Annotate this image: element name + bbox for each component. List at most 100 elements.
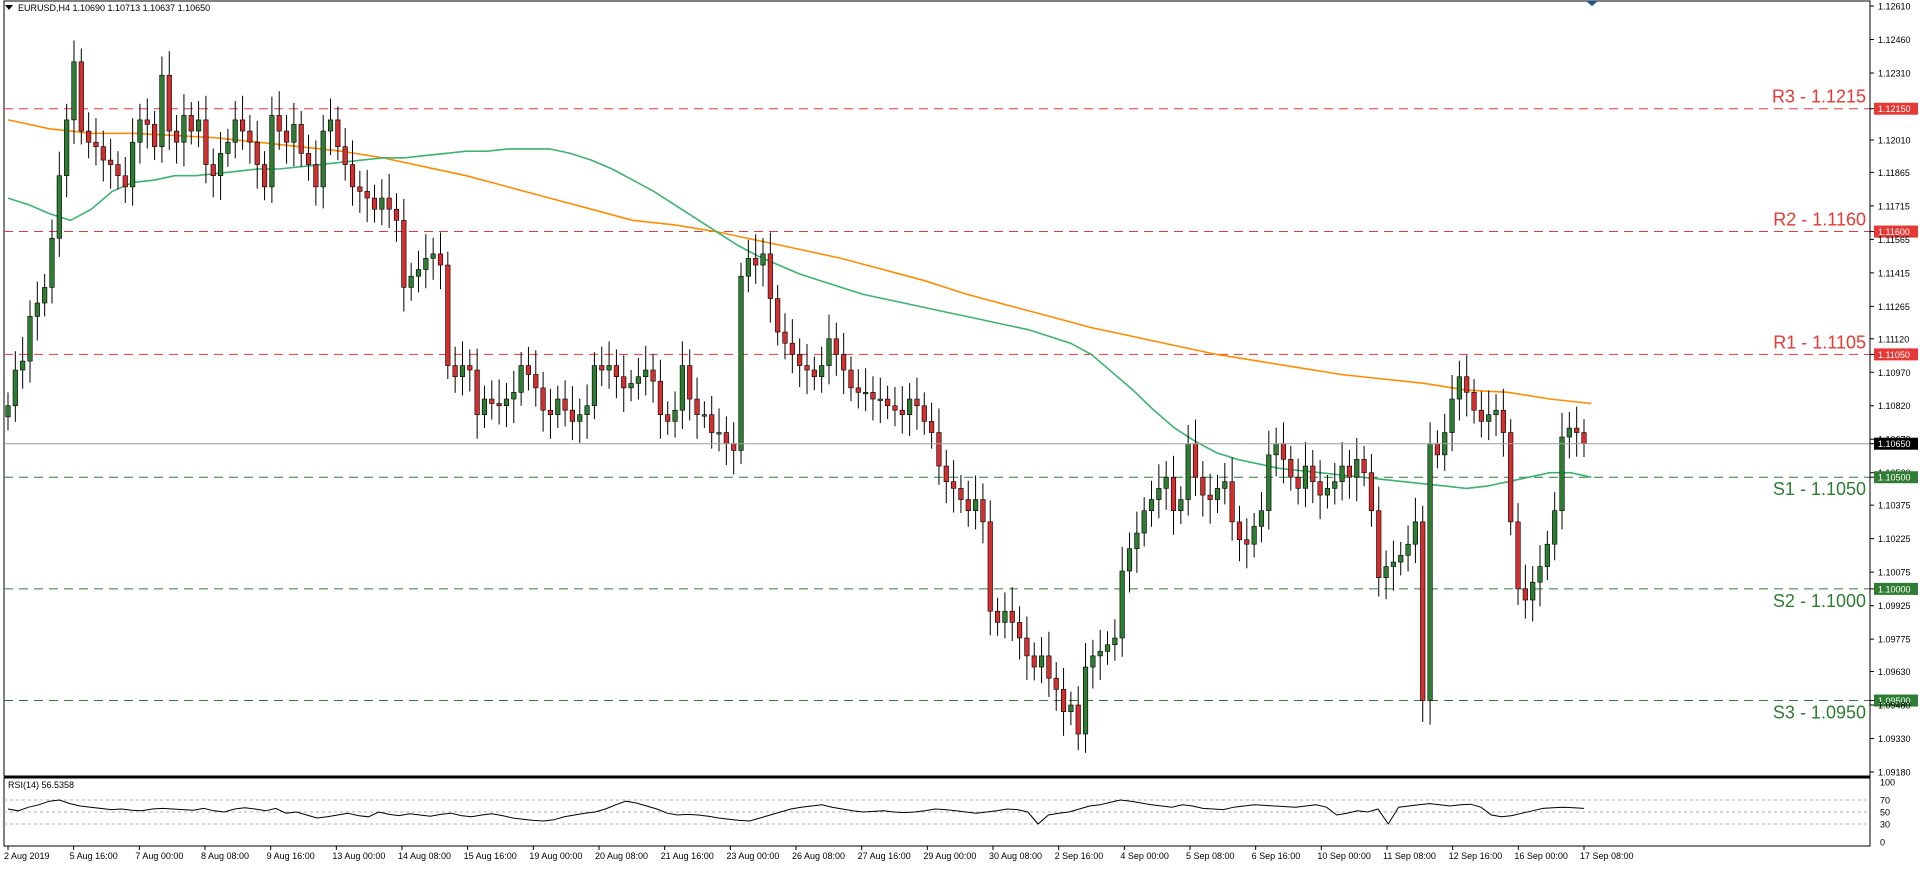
time-axis: 2 Aug 2019 5 Aug 16:00 7 Aug 00:00 8 Aug 08… <box>4 846 1634 861</box>
time-tick-label: 2 Sep 16:00 <box>1055 851 1104 861</box>
chart-shift-marker-icon[interactable] <box>1586 1 1598 6</box>
level-price-tag <box>1874 225 1918 238</box>
bear-candle <box>855 387 861 393</box>
bear-candle <box>78 61 84 132</box>
bull-candle <box>1405 543 1411 556</box>
bear-candle <box>474 369 480 415</box>
candles <box>5 40 1587 753</box>
time-tick-label: 26 Aug 08:00 <box>792 851 845 861</box>
bear-candle <box>1522 588 1528 601</box>
time-tick-label: 27 Aug 16:00 <box>858 851 911 861</box>
collapse-triangle-icon[interactable] <box>5 5 13 10</box>
bear-candle <box>958 488 964 500</box>
bear-candle <box>349 164 356 188</box>
price-tick-label: 1.09925 <box>1878 601 1911 611</box>
bull-candle <box>1163 476 1169 489</box>
bear-candle <box>1031 655 1037 668</box>
bull-candle <box>1530 581 1536 601</box>
bull-candle <box>635 376 641 384</box>
bear-candle <box>753 258 759 266</box>
bull-candle <box>1552 510 1558 545</box>
level-price-tag-text: 1.11600 <box>1878 227 1910 237</box>
bull-candle <box>1112 637 1118 646</box>
bull-candle <box>159 74 165 147</box>
bear-candle <box>775 298 781 333</box>
bull-candle <box>1258 510 1265 527</box>
bull-candle <box>379 197 385 210</box>
bear-candle <box>1009 610 1015 623</box>
bear-candle <box>452 365 458 378</box>
bear-candle <box>921 405 927 422</box>
bull-candle <box>1141 510 1147 534</box>
bear-candle <box>1515 521 1521 590</box>
bull-candle <box>738 275 744 451</box>
bear-candle <box>1192 443 1199 478</box>
bull-candle <box>196 119 202 132</box>
bull-candle <box>20 360 26 371</box>
bear-candle <box>687 365 693 400</box>
bear-candle <box>892 405 898 411</box>
time-tick-label: 9 Aug 16:00 <box>267 851 315 861</box>
bear-candle <box>108 159 114 165</box>
bull-candle <box>1339 465 1345 482</box>
bear-candle <box>525 365 532 375</box>
level-label: R2 - 1.1160 <box>1773 210 1866 230</box>
bull-candle <box>1273 443 1279 456</box>
bull-candle <box>130 141 136 188</box>
bull-candle <box>503 398 510 407</box>
bear-candle <box>254 141 260 165</box>
bear-candle <box>789 342 795 355</box>
level-label: R3 - 1.1215 <box>1772 87 1866 107</box>
bull-candle <box>64 119 70 177</box>
last-price-tag <box>1874 437 1918 450</box>
bear-candle <box>731 443 737 451</box>
bear-candle <box>371 197 378 210</box>
bull-candle <box>826 338 832 366</box>
bear-candle <box>489 398 495 404</box>
bull-candle <box>819 365 825 378</box>
bull-candle <box>1185 443 1191 500</box>
bull-candle <box>863 392 869 395</box>
price-tick-label: 1.12610 <box>1878 2 1911 12</box>
bear-candle <box>965 499 971 512</box>
bear-candle <box>870 392 876 400</box>
bear-candle <box>1361 459 1367 474</box>
bull-candle <box>907 398 913 415</box>
bull-candle <box>1222 481 1228 489</box>
bull-candle <box>225 141 231 154</box>
bull-candle <box>1156 488 1162 500</box>
bear-candle <box>357 186 363 192</box>
bear-candle <box>298 124 304 154</box>
bear-candle <box>276 115 282 132</box>
level-price-tag <box>1874 471 1918 484</box>
level-price-tag-text: 1.11050 <box>1878 350 1910 360</box>
bull-candle <box>1068 704 1074 713</box>
bull-candle <box>232 119 238 143</box>
time-tick-label: 11 Sep 08:00 <box>1383 851 1436 861</box>
bull-candle <box>760 253 766 266</box>
bull-candle <box>745 258 751 277</box>
price-tick-label: 1.11565 <box>1878 235 1910 245</box>
bull-candle <box>584 405 590 415</box>
bear-candle <box>665 414 671 422</box>
bull-candle <box>408 275 414 288</box>
bull-candle <box>606 365 612 371</box>
bear-candle <box>540 387 546 411</box>
bear-candle <box>1295 476 1301 489</box>
level-price-tag <box>1874 694 1918 707</box>
bear-candle <box>694 398 700 415</box>
bear-candle <box>335 119 341 147</box>
bear-candle <box>1236 521 1243 541</box>
rsi-indicator: 100 70 50 30 0 <box>4 778 1895 848</box>
time-tick-label: 17 Sep 08:00 <box>1580 851 1634 861</box>
bear-candle <box>599 365 605 371</box>
bear-candle <box>283 130 290 143</box>
bear-candle <box>1310 465 1316 482</box>
bear-candle <box>203 119 209 165</box>
bull-candle <box>1302 465 1309 489</box>
bear-candle <box>987 521 993 612</box>
bull-candle <box>1134 532 1140 549</box>
bear-candle <box>1581 432 1587 445</box>
bear-candle <box>86 130 92 143</box>
bull-candle <box>1566 427 1572 438</box>
